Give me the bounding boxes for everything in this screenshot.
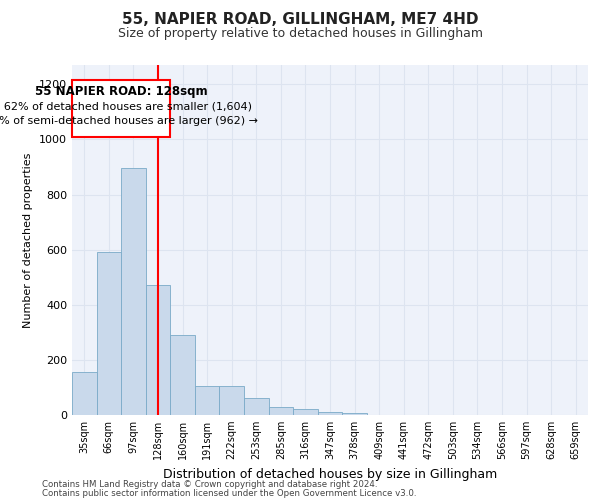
- Bar: [318, 412, 342, 415]
- Text: Contains public sector information licensed under the Open Government Licence v3: Contains public sector information licen…: [42, 488, 416, 498]
- Bar: [244, 398, 269, 415]
- Text: 37% of semi-detached houses are larger (962) →: 37% of semi-detached houses are larger (…: [0, 116, 257, 126]
- Bar: [146, 286, 170, 415]
- Bar: [121, 168, 146, 415]
- Bar: [72, 80, 170, 136]
- X-axis label: Distribution of detached houses by size in Gillingham: Distribution of detached houses by size …: [163, 468, 497, 480]
- Text: Size of property relative to detached houses in Gillingham: Size of property relative to detached ho…: [118, 28, 482, 40]
- Bar: [97, 252, 121, 415]
- Bar: [72, 372, 97, 415]
- Y-axis label: Number of detached properties: Number of detached properties: [23, 152, 34, 328]
- Bar: [220, 386, 244, 415]
- Bar: [293, 410, 318, 415]
- Text: ← 62% of detached houses are smaller (1,604): ← 62% of detached houses are smaller (1,…: [0, 102, 251, 112]
- Text: 55 NAPIER ROAD: 128sqm: 55 NAPIER ROAD: 128sqm: [35, 85, 208, 98]
- Bar: [269, 408, 293, 415]
- Bar: [170, 335, 195, 415]
- Bar: [342, 413, 367, 415]
- Bar: [195, 386, 220, 415]
- Text: 55, NAPIER ROAD, GILLINGHAM, ME7 4HD: 55, NAPIER ROAD, GILLINGHAM, ME7 4HD: [122, 12, 478, 28]
- Text: Contains HM Land Registry data © Crown copyright and database right 2024.: Contains HM Land Registry data © Crown c…: [42, 480, 377, 489]
